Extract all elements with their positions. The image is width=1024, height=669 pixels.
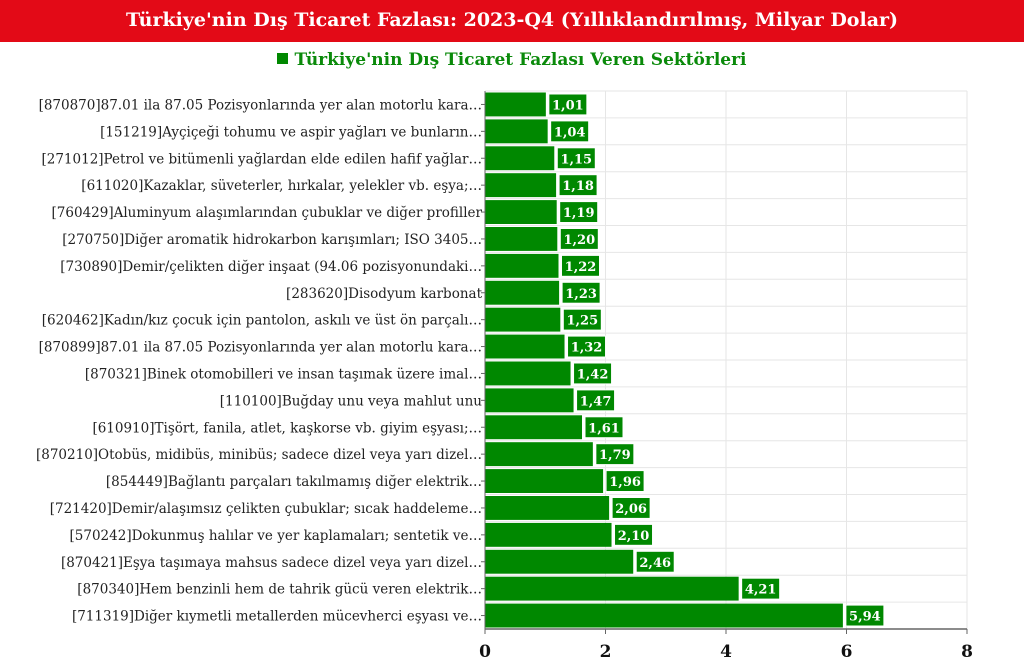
- data-label-box: [561, 281, 601, 304]
- x-tick-label: 6: [841, 642, 853, 662]
- x-tick-label: 2: [600, 642, 612, 662]
- data-label: 1,20: [563, 233, 595, 248]
- category-label: [611020]Kazaklar, süveterler, hırkalar, …: [81, 178, 482, 194]
- data-label: 1,79: [599, 448, 631, 463]
- bar: [485, 280, 560, 305]
- data-label-box: [550, 120, 590, 143]
- data-label-box: [559, 228, 599, 250]
- x-tick-label: 0: [479, 642, 491, 662]
- data-label: 1,25: [566, 314, 598, 329]
- data-label-box: [558, 174, 598, 197]
- bar: [485, 522, 612, 547]
- data-label-box: [614, 523, 654, 546]
- data-label: 2,46: [639, 556, 671, 571]
- data-label: 1,61: [588, 421, 620, 436]
- data-label: 1,19: [563, 206, 595, 221]
- category-label: [870899]87.01 ila 87.05 Pozisyonlarında …: [39, 340, 482, 356]
- category-label: [870421]Eşya taşımaya mahsus sadece dize…: [61, 555, 482, 571]
- bar: [485, 307, 561, 332]
- category-label: [760429]Aluminyum alaşımlarından çubukla…: [52, 205, 483, 221]
- data-label: 2,10: [618, 529, 650, 544]
- data-label: 2,06: [615, 502, 647, 517]
- legend-swatch: [277, 53, 289, 64]
- bar: [485, 576, 739, 601]
- data-label-box: [556, 147, 596, 170]
- data-label-box: [548, 93, 588, 116]
- category-label: [620462]Kadın/kız çocuk için pantolon, a…: [42, 313, 482, 329]
- category-label: [283620]Disodyum karbonat: [286, 286, 483, 302]
- bar: [485, 415, 583, 440]
- category-label: [711319]Diğer kıymetli metallerden mücev…: [72, 609, 482, 625]
- x-tick-label: 4: [720, 642, 732, 662]
- data-label-box: [562, 308, 602, 331]
- data-label-box: [559, 201, 599, 224]
- data-label: 1,42: [577, 367, 609, 382]
- category-label: [721420]Demir/alaşımsız çelikten çubukla…: [50, 501, 482, 517]
- bar: [485, 173, 557, 198]
- category-label: [854449]Bağlantı parçaları takılmamış di…: [106, 474, 482, 490]
- data-label-box: [635, 550, 675, 573]
- category-label: [570242]Dokunmuş halılar ve yer kaplamal…: [70, 528, 482, 544]
- data-label: 1,47: [580, 394, 612, 409]
- data-label: 1,32: [571, 341, 603, 356]
- bar: [485, 603, 843, 628]
- category-label: [870321]Binek otomobilleri ve insan taşı…: [85, 366, 482, 382]
- bar: [485, 92, 546, 117]
- category-label: [151219]Ayçiçeği tohumu ve aspir yağları…: [100, 124, 482, 140]
- bar: [485, 549, 634, 574]
- category-label: [870340]Hem benzinli hem de tahrik gücü …: [77, 582, 482, 598]
- bar: [485, 496, 610, 520]
- data-label: 1,23: [565, 287, 597, 302]
- data-label-box: [576, 389, 616, 412]
- bar: [485, 469, 604, 493]
- data-label: 1,22: [565, 260, 597, 275]
- data-label-box: [595, 443, 635, 466]
- data-label-box: [561, 254, 601, 277]
- bar: [485, 146, 555, 171]
- legend: Türkiye'nin Dış Ticaret Fazlası Veren Se…: [0, 50, 1024, 70]
- data-label: 1,15: [560, 152, 592, 167]
- data-label: 1,04: [554, 125, 586, 140]
- data-label-box: [573, 362, 613, 385]
- data-label-box: [567, 335, 607, 358]
- data-label-box: [741, 577, 781, 600]
- category-label: [271012]Petrol ve bitümenli yağlardan el…: [41, 151, 482, 167]
- chart-title: Türkiye'nin Dış Ticaret Fazlası: 2023-Q4…: [0, 0, 1024, 42]
- bar: [485, 361, 571, 386]
- bar: [485, 253, 559, 278]
- bar: [485, 442, 593, 467]
- category-label: [270750]Diğer aromatik hidrokarbon karış…: [62, 232, 482, 248]
- category-label: [870210]Otobüs, midibüs, minibüs; sadece…: [36, 447, 482, 463]
- data-label: 4,21: [745, 583, 777, 598]
- data-label-box: [845, 604, 885, 627]
- data-label: 1,18: [562, 179, 594, 194]
- bar: [485, 334, 565, 359]
- bar: [485, 200, 557, 224]
- legend-label: Türkiye'nin Dış Ticaret Fazlası Veren Se…: [294, 50, 747, 70]
- x-tick-label: 8: [961, 642, 973, 662]
- data-label: 1,01: [552, 98, 584, 113]
- bar: [485, 227, 558, 251]
- category-label: [610910]Tişört, fanila, atlet, kaşkorse …: [92, 420, 482, 436]
- data-label: 1,96: [609, 475, 641, 490]
- data-label-box: [584, 416, 624, 439]
- data-label-box: [605, 470, 645, 493]
- category-label: [730890]Demir/çelikten diğer inşaat (94.…: [60, 259, 482, 275]
- data-label-box: [611, 497, 651, 519]
- bar: [485, 119, 548, 144]
- category-label: [110100]Buğday unu veya mahlut unu: [220, 393, 483, 409]
- category-label: [870870]87.01 ila 87.05 Pozisyonlarında …: [39, 97, 482, 113]
- bar: [485, 388, 574, 413]
- data-label: 5,94: [849, 610, 881, 625]
